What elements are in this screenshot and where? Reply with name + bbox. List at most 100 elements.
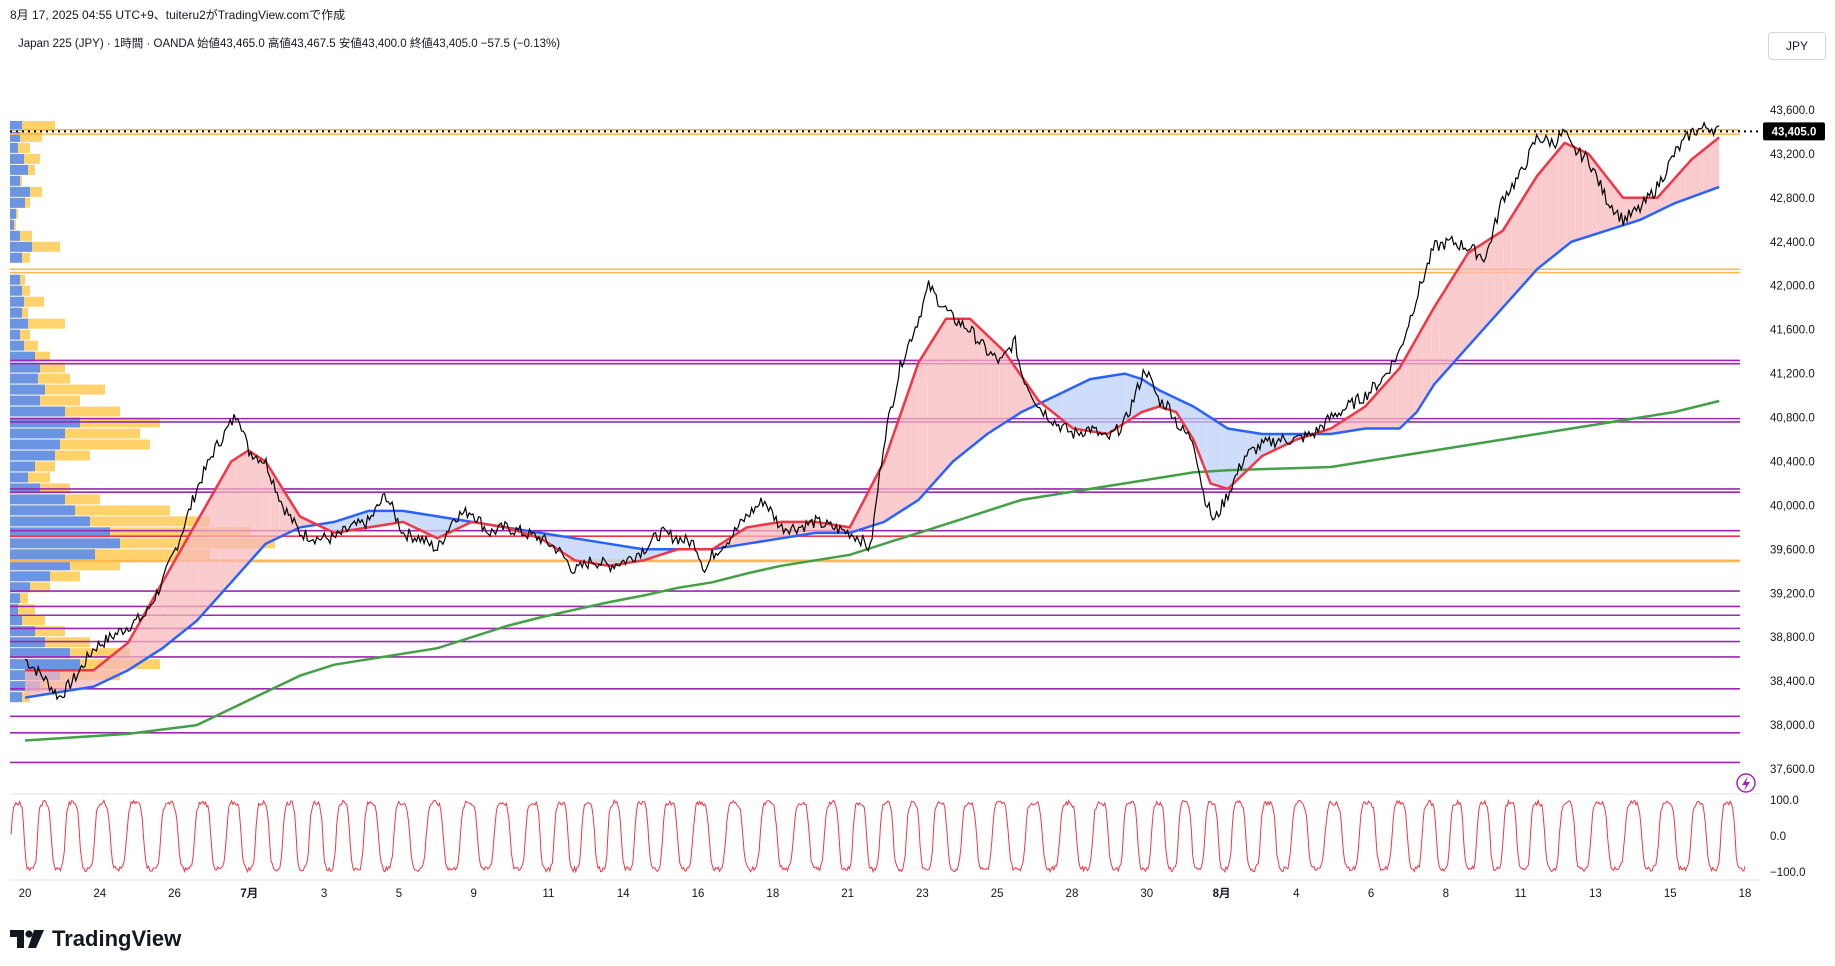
volume-profile-buy-bar [10, 329, 20, 340]
ema-cloud-segment [1003, 350, 1008, 424]
ema-cloud-segment [1613, 185, 1618, 229]
ema-cloud-segment [37, 670, 42, 696]
volume-profile-buy-bar [10, 197, 25, 208]
price-axis[interactable]: 43,600.0 43,200.0 42,800.0 42,400.0 42,000.0… [1770, 105, 1815, 776]
ema-cloud-segment [376, 510, 381, 527]
volume-profile-sell-bar [10, 142, 30, 153]
ema-cloud-segment [876, 468, 881, 525]
volume-profile-buy-bar [10, 494, 65, 505]
ema-cloud-segment [1020, 374, 1025, 413]
ema-cloud-segment [219, 473, 225, 595]
ema-cloud-segment [88, 670, 93, 688]
ema-cloud-segment [1566, 143, 1571, 246]
volume-profile-buy-bar [10, 186, 30, 197]
last-price-line: 43,405.0 [10, 122, 1825, 141]
ema-cloud-fill [25, 137, 1720, 698]
ema-cloud-segment [1685, 161, 1690, 200]
volume-profile-buy-bar [10, 461, 35, 472]
ema-cloud-segment [1541, 165, 1546, 266]
price-axis-tick: 38,800.0 [1770, 632, 1815, 644]
ema-cloud-segment [29, 670, 34, 697]
ema-cloud-segment [1583, 151, 1588, 238]
ema-cloud-segment [808, 521, 813, 534]
ema-cloud-segment [1401, 357, 1406, 427]
ema-cloud-segment [139, 615, 144, 663]
ema-cloud-segment [1431, 305, 1436, 390]
ema-cloud-segment [1448, 278, 1453, 369]
time-axis-tick: 21 [841, 888, 854, 900]
price-axis-tick: 37,600.0 [1770, 764, 1815, 776]
ema-cloud-segment [177, 548, 182, 637]
volume-profile-buy-bar [10, 164, 28, 175]
ema-cloud-segment [884, 447, 890, 522]
volume-profile-buy-bar [10, 549, 95, 560]
ema-cloud-segment [164, 570, 170, 647]
ema-cloud-segment [236, 455, 242, 577]
ema-cloud-segment [956, 318, 962, 459]
oscillator-line [10, 798, 1746, 874]
ema-cloud-segment [1202, 412, 1207, 474]
volume-profile-sell-bar [10, 615, 45, 626]
ema-cloud-segment [1465, 252, 1470, 350]
series-lines [24, 121, 1720, 742]
ema-cloud-segment [279, 483, 284, 538]
ema-cloud-segment [1714, 137, 1720, 189]
volume-profile-buy-bar [10, 340, 24, 351]
ema-cloud-segment [1520, 196, 1525, 289]
time-axis-tick: 3 [321, 888, 327, 900]
ema-cloud-segment [1592, 158, 1597, 236]
ema-cloud-segment [202, 503, 208, 614]
ema-cloud-segment [944, 318, 949, 472]
ema-cloud-segment [1011, 362, 1017, 419]
ema-cloud-segment [1007, 356, 1012, 421]
ema-cloud-segment [1066, 388, 1072, 427]
ema-cloud-segment [1130, 375, 1135, 420]
ema-cloud-segment [1215, 420, 1220, 487]
ema-cloud-segment [194, 518, 199, 623]
time-axis[interactable]: 20 24 26 7月 3 5 9 11 14 16 18 21 23 25 28 30 8月 4 6 8 11 13 15… [10, 879, 1760, 900]
ema-cloud-segment [829, 524, 834, 533]
ema-cloud-segment [567, 537, 572, 559]
ema-cloud-segment [647, 549, 652, 560]
volume-profile-buy-bar [10, 307, 22, 318]
ema-cloud-segment [1100, 376, 1106, 434]
ema-cloud-segment [1189, 404, 1194, 441]
ema-cloud-segment [147, 600, 153, 658]
ema-cloud-segment [190, 526, 195, 627]
ema-cloud-segment [1498, 230, 1504, 312]
volume-profile-buy-bar [10, 406, 65, 417]
symbol-legend[interactable]: Japan 225 (JPY) · 1時間 · OANDA 始値43,465.0… [18, 38, 561, 50]
ema-cloud-segment [1460, 257, 1466, 355]
ema-cloud-segment [380, 510, 386, 526]
ema-cloud-segment [215, 481, 220, 600]
oscillator-axis-tick: 100.0 [1770, 795, 1799, 807]
ema-cloud-segment [1219, 423, 1224, 488]
ema-cloud-segment [922, 348, 928, 495]
price-axis-tick: 38,000.0 [1770, 720, 1815, 732]
ema-cloud-segment [999, 346, 1004, 427]
ema-cloud-segment [1600, 169, 1605, 233]
volume-profile-sell-bar [10, 439, 150, 450]
volume-profile-buy-bar [10, 296, 24, 307]
currency-button[interactable]: JPY [1768, 32, 1826, 60]
ema-cloud-segment [109, 654, 114, 679]
volume-profile-buy-bar [10, 593, 20, 604]
ema-cloud-segment [855, 508, 860, 532]
ema-cloud-segment [1486, 238, 1491, 327]
ema-cloud-segment [406, 511, 411, 526]
ema-cloud-segment [410, 512, 415, 528]
ema-cloud-segment [423, 514, 428, 534]
ema-cloud-segment [143, 608, 148, 661]
ema-cloud-segment [1702, 147, 1707, 194]
lightning-icon[interactable] [1736, 773, 1756, 793]
ema-cloud-segment [1549, 155, 1555, 260]
ema-cloud-segment [198, 511, 203, 619]
ema-cloud-segment [1528, 182, 1533, 279]
time-axis-tick: 4 [1293, 888, 1300, 900]
ema-cloud-segment [605, 543, 610, 566]
ema-cloud-segment [579, 539, 585, 562]
ema-cloud-segment [1049, 396, 1055, 414]
ema-cloud-segment [1477, 244, 1483, 336]
ema-cloud-segment [257, 456, 263, 553]
